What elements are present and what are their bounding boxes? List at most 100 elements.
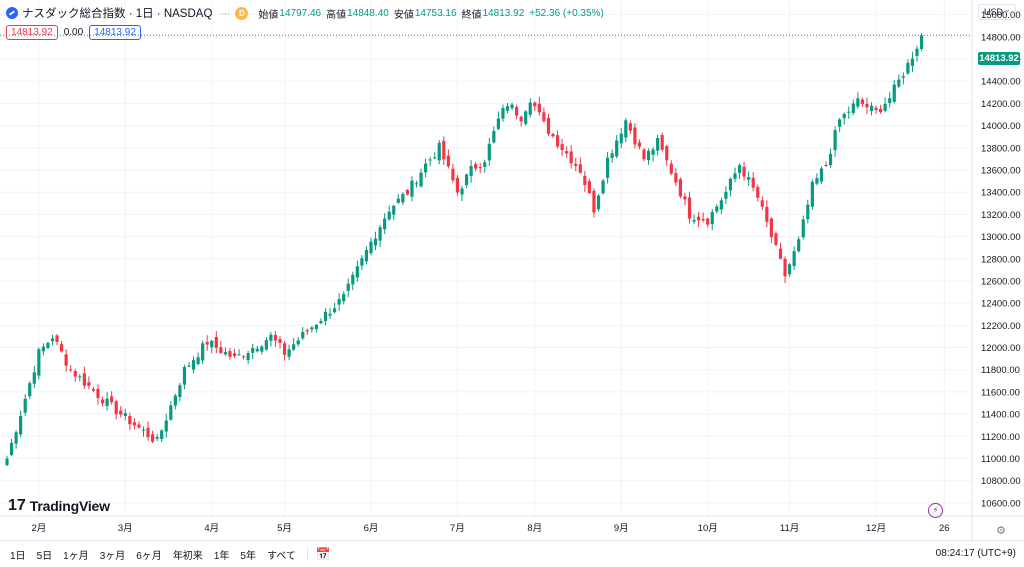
- candle-body: [346, 283, 350, 291]
- candle-body: [433, 157, 437, 159]
- candle-body: [783, 258, 787, 277]
- calendar-range-icon[interactable]: 📅: [315, 547, 331, 561]
- candle-body: [578, 164, 582, 173]
- candle-body: [110, 396, 114, 403]
- candle-body: [692, 220, 696, 222]
- candle-body: [919, 35, 924, 50]
- candle-body: [269, 334, 273, 341]
- candle-body: [660, 135, 664, 150]
- candle-body: [37, 349, 41, 376]
- candle-body: [337, 299, 341, 305]
- price-tick-label: 13200.00: [981, 210, 1021, 221]
- candle-body: [715, 206, 719, 212]
- currency-select[interactable]: USD: [978, 2, 1016, 20]
- candle-body: [310, 327, 314, 330]
- candle-body: [774, 233, 778, 245]
- candle-body: [237, 354, 241, 356]
- price-tick-label: 11600.00: [981, 387, 1020, 398]
- candle-body: [305, 330, 309, 332]
- candle-body: [219, 347, 223, 353]
- candle-body: [242, 356, 246, 358]
- price-tick-label: 13800.00: [981, 143, 1021, 154]
- candle-body: [19, 415, 23, 435]
- price-tick-label: 11000.00: [981, 454, 1020, 465]
- price-tick-label: 14800.00: [981, 32, 1021, 43]
- time-tick-label: 12月: [866, 523, 886, 534]
- buy-price-box[interactable]: 14813.92: [89, 25, 141, 40]
- candle-body: [9, 442, 14, 456]
- candle-body: [141, 429, 146, 431]
- candle-body: [697, 216, 701, 221]
- range-1m[interactable]: 1ヶ月: [63, 550, 89, 562]
- tradingview-logo[interactable]: 17 TradingView: [8, 497, 110, 515]
- candle-body: [897, 79, 901, 87]
- candle-body: [392, 205, 396, 215]
- range-3m[interactable]: 3ヶ月: [99, 550, 126, 562]
- candle-body: [428, 159, 432, 161]
- tradingview-mark: 17: [8, 497, 26, 514]
- candle-body: [501, 108, 505, 119]
- price-tick-label: 13600.00: [981, 166, 1021, 177]
- time-tick-label: 26: [939, 523, 950, 534]
- candle-body: [410, 180, 414, 197]
- candle-body: [842, 113, 846, 119]
- price-tick-label: 10800.00: [981, 476, 1021, 487]
- range-ytd[interactable]: 年初来: [172, 550, 203, 562]
- candle-body: [533, 102, 537, 107]
- clock[interactable]: 08:24:17 (UTC+9): [935, 548, 1016, 559]
- range-6m[interactable]: 6ヶ月: [136, 550, 162, 562]
- candle-body: [851, 103, 855, 113]
- candle-body: [815, 177, 819, 184]
- range-1y[interactable]: 1年: [213, 550, 230, 562]
- candle-body: [383, 218, 387, 230]
- candle-body: [55, 335, 59, 342]
- gear-icon[interactable]: ⚙: [996, 525, 1006, 537]
- price-tick-label: 10600.00: [981, 498, 1021, 509]
- candle-body: [100, 399, 105, 404]
- candle-body: [879, 108, 883, 112]
- candle-body: [528, 102, 532, 115]
- symbol-icon[interactable]: [6, 7, 18, 19]
- range-all[interactable]: すべて: [266, 550, 296, 562]
- candle-body: [869, 105, 874, 112]
- last-price-tag: 14813.92: [978, 52, 1020, 65]
- candle-body: [424, 163, 428, 173]
- candle-body: [519, 116, 523, 122]
- candle-body: [105, 398, 109, 407]
- more-dots[interactable]: ···: [220, 6, 230, 20]
- candle-body: [628, 123, 632, 131]
- candle-body: [574, 164, 578, 166]
- chart-grid: [0, 0, 972, 516]
- price-tick-label: 14400.00: [981, 77, 1021, 88]
- candle-body: [387, 211, 391, 220]
- price-tick-label: 11200.00: [981, 432, 1020, 443]
- candle-body: [182, 367, 187, 385]
- candle-body: [437, 142, 441, 161]
- candle-body: [847, 111, 851, 113]
- candle-body: [606, 157, 610, 178]
- lightning-icon[interactable]: ⚡: [928, 503, 943, 518]
- time-tick-label: 3月: [118, 523, 133, 534]
- candle-body: [278, 339, 282, 344]
- symbol-title[interactable]: ナスダック総合指数 · 1日 · NASDAQ: [22, 8, 213, 20]
- candle-body: [146, 427, 150, 438]
- candle-body: [646, 150, 651, 161]
- candle-body: [28, 383, 32, 397]
- range-5d[interactable]: 5日: [36, 550, 53, 562]
- candle-body: [797, 239, 801, 252]
- candle-body: [64, 354, 68, 366]
- time-tick-label: 11月: [780, 523, 799, 534]
- candle-body: [642, 149, 646, 160]
- candle-body: [719, 200, 723, 210]
- range-5y[interactable]: 5年: [240, 550, 256, 562]
- candle-body: [828, 153, 833, 166]
- candle-body: [414, 183, 419, 185]
- candle-body: [178, 385, 182, 397]
- sell-price-box[interactable]: 14813.92: [6, 25, 58, 40]
- candle-body: [710, 211, 714, 225]
- candle-body: [292, 344, 296, 350]
- candle-body: [478, 167, 482, 169]
- candle-body: [751, 177, 755, 188]
- range-1d[interactable]: 1日: [10, 550, 26, 562]
